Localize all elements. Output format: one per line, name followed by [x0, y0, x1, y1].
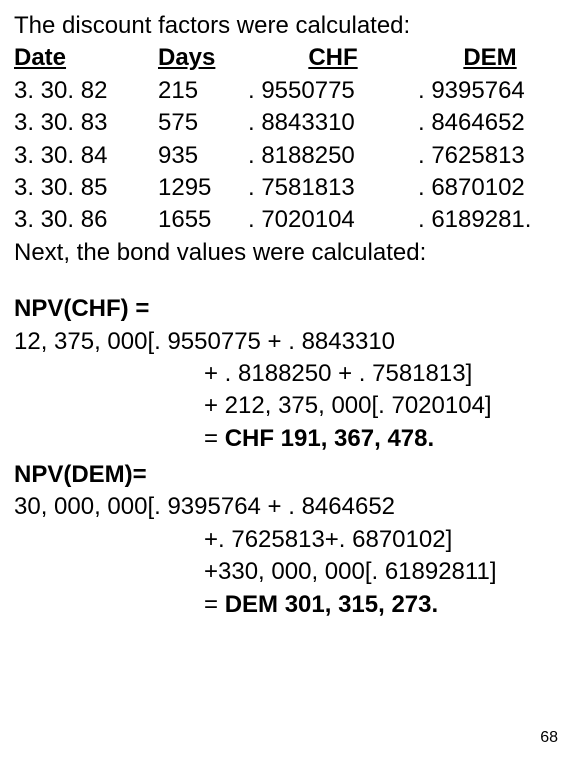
cell-days: 1295	[158, 172, 248, 204]
cell-chf: . 8188250	[248, 140, 418, 172]
cell-date: 3. 30. 82	[14, 75, 158, 107]
npv-dem-line1: 30, 000, 000[. 9395764 + . 8464652	[14, 491, 562, 523]
cell-date: 3. 30. 83	[14, 107, 158, 139]
discount-factor-table: Date Days CHF DEM 3. 30. 82 215 . 955077…	[14, 42, 562, 236]
table-row: 3. 30. 86 1655 . 7020104 . 6189281.	[14, 204, 562, 236]
next-text: Next, the bond values were calculated:	[14, 237, 562, 269]
npv-dem-line3: +330, 000, 000[. 61892811]	[14, 556, 562, 588]
header-days: Days	[158, 44, 215, 71]
spacer	[14, 269, 562, 289]
cell-date: 3. 30. 85	[14, 172, 158, 204]
npv-chf-line2: + . 8188250 + . 7581813]	[14, 358, 562, 390]
page-number: 68	[540, 727, 558, 749]
table-row: 3. 30. 84 935 . 8188250 . 7625813	[14, 140, 562, 172]
table-row: 3. 30. 85 1295 . 7581813 . 6870102	[14, 172, 562, 204]
npv-chf-block: NPV(CHF) = 12, 375, 000[. 9550775 + . 88…	[14, 293, 562, 455]
npv-dem-result: DEM 301, 315, 273.	[225, 591, 438, 618]
cell-dem: . 6870102	[418, 172, 562, 204]
cell-chf: . 7020104	[248, 204, 418, 236]
cell-dem: . 8464652	[418, 107, 562, 139]
table-header-row: Date Days CHF DEM	[14, 42, 562, 74]
cell-days: 215	[158, 75, 248, 107]
cell-chf: . 8843310	[248, 107, 418, 139]
npv-chf-line4: = CHF 191, 367, 478.	[14, 423, 562, 455]
cell-dem: . 6189281.	[418, 204, 562, 236]
intro-text: The discount factors were calculated:	[14, 10, 562, 42]
npv-dem-line4: = DEM 301, 315, 273.	[14, 589, 562, 621]
npv-dem-eq: =	[204, 591, 225, 618]
npv-dem-label: NPV(DEM)=	[14, 459, 562, 491]
cell-dem: . 7625813	[418, 140, 562, 172]
table-row: 3. 30. 83 575 . 8843310 . 8464652	[14, 107, 562, 139]
cell-chf: . 7581813	[248, 172, 418, 204]
cell-days: 935	[158, 140, 248, 172]
header-chf: CHF	[308, 44, 357, 71]
cell-days: 1655	[158, 204, 248, 236]
page-content: The discount factors were calculated: Da…	[0, 0, 576, 621]
npv-chf-label: NPV(CHF) =	[14, 293, 562, 325]
header-dem: DEM	[463, 44, 516, 71]
npv-chf-line1: 12, 375, 000[. 9550775 + . 8843310	[14, 326, 562, 358]
npv-dem-block: NPV(DEM)= 30, 000, 000[. 9395764 + . 846…	[14, 459, 562, 621]
cell-days: 575	[158, 107, 248, 139]
npv-dem-line2: +. 7625813+. 6870102]	[14, 524, 562, 556]
cell-date: 3. 30. 84	[14, 140, 158, 172]
cell-dem: . 9395764	[418, 75, 562, 107]
cell-date: 3. 30. 86	[14, 204, 158, 236]
npv-chf-eq: =	[204, 425, 225, 452]
npv-chf-line3: + 212, 375, 000[. 7020104]	[14, 390, 562, 422]
npv-chf-result: CHF 191, 367, 478.	[225, 425, 434, 452]
cell-chf: . 9550775	[248, 75, 418, 107]
table-row: 3. 30. 82 215 . 9550775 . 9395764	[14, 75, 562, 107]
header-date: Date	[14, 44, 66, 71]
